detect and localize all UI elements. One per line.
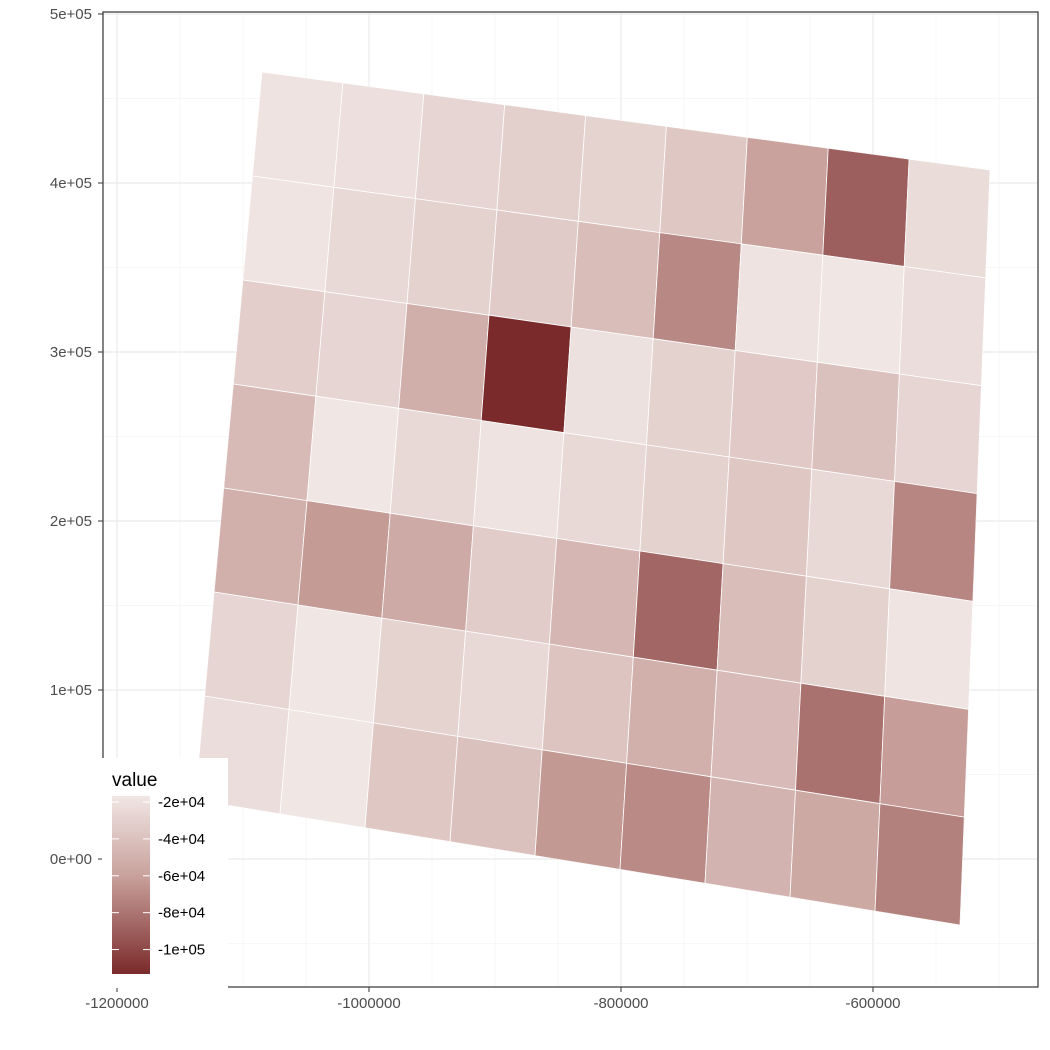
map-region (800, 575, 890, 697)
map-region (632, 550, 724, 671)
map-region (213, 487, 308, 606)
map-region (577, 115, 667, 234)
y-tick-label: 0e+00 (50, 851, 92, 868)
map-region (449, 736, 543, 856)
map-region (659, 126, 748, 245)
map-region (884, 588, 974, 710)
map-region (297, 500, 391, 619)
map-region (652, 232, 742, 351)
map-region (372, 617, 467, 737)
map-region (204, 591, 299, 710)
map-region (406, 198, 498, 316)
map-region (324, 186, 416, 304)
map-region (457, 630, 550, 751)
map-region (639, 444, 730, 564)
x-tick-label: -800000 (593, 995, 648, 1012)
map-region (541, 643, 634, 764)
map-region (816, 254, 905, 375)
legend-label: -6e+04 (158, 868, 205, 885)
y-tick-label: 3e+05 (50, 344, 92, 361)
map-region (728, 350, 818, 470)
legend-label: -8e+04 (158, 905, 205, 922)
legend-colorbar (112, 796, 150, 974)
map-region (414, 93, 506, 211)
map-region (333, 82, 425, 200)
map-region (889, 480, 978, 602)
legend-label: -1e+05 (158, 942, 205, 959)
map-region (315, 291, 408, 409)
map-region (570, 220, 661, 340)
map-region (398, 303, 490, 421)
map-region (619, 762, 712, 884)
legend: value -2e+04 -4e+04 -6e+04 -8e+04 -1e+05 (102, 758, 228, 988)
map-region (894, 373, 982, 495)
legend-label: -4e+04 (158, 831, 205, 848)
map-region (242, 175, 335, 293)
y-tick-label: 5e+05 (50, 6, 92, 23)
map-region (381, 512, 474, 632)
map-region (811, 361, 900, 482)
map-region (488, 209, 579, 328)
map-region (626, 656, 718, 778)
x-tick-label: -600000 (845, 995, 900, 1012)
map-region (734, 243, 824, 363)
x-tick-label: -1000000 (337, 995, 400, 1012)
map-region (710, 669, 802, 791)
map-region (364, 722, 459, 843)
map-region (903, 158, 990, 279)
map-region (534, 749, 627, 870)
x-tick-label: -1200000 (85, 995, 148, 1012)
map-region (480, 314, 572, 434)
map-region (879, 695, 969, 818)
map-region (496, 104, 586, 222)
map-region (472, 420, 565, 539)
map-region (874, 803, 965, 925)
map-region (389, 407, 482, 527)
map-region (716, 563, 807, 684)
map-region (223, 383, 317, 502)
map-region (279, 709, 374, 829)
map-region (795, 682, 886, 805)
map-region (822, 147, 910, 267)
map-region (556, 432, 647, 552)
map-region (288, 604, 383, 724)
map-region (549, 538, 641, 658)
legend-ticks: -2e+04 -4e+04 -6e+04 -8e+04 -1e+05 (112, 794, 205, 959)
panel-border (102, 11, 1039, 988)
map-region (789, 789, 881, 912)
legend-label: -2e+04 (158, 794, 205, 811)
y-tick-label: 1e+05 (50, 682, 92, 699)
map-region (306, 395, 400, 514)
map-region (646, 338, 736, 458)
map-region (704, 776, 796, 898)
map-region (806, 468, 895, 590)
map-region (899, 266, 987, 387)
map-region (465, 525, 558, 645)
map-region (232, 279, 326, 397)
x-axis: -1200000 -1000000 -800000 -600000 (85, 987, 901, 1012)
legend-title: value (112, 770, 157, 791)
map-region (563, 326, 654, 446)
y-axis: 5e+05 4e+05 3e+05 2e+05 1e+05 0e+00 (50, 6, 103, 868)
map-region (722, 456, 813, 577)
y-tick-label: 4e+05 (50, 175, 92, 192)
map-regions (195, 72, 990, 925)
map-region (740, 136, 829, 256)
map-region (251, 72, 344, 188)
y-tick-label: 2e+05 (50, 513, 92, 530)
